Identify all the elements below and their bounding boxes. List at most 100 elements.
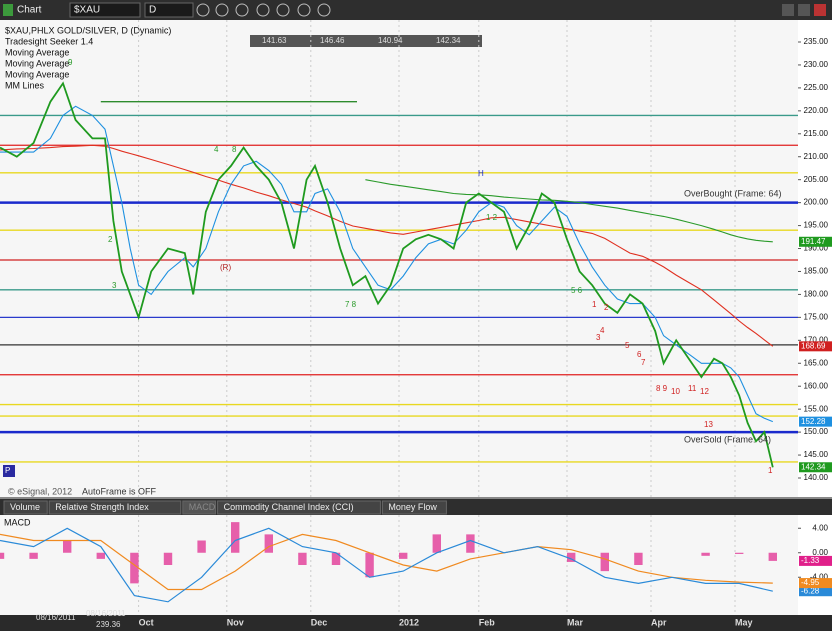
tab-label[interactable]: Volume bbox=[10, 502, 40, 512]
legend-entry: Moving Average bbox=[5, 58, 69, 68]
y-tick-label: 220.00 bbox=[804, 106, 829, 115]
y-tick-label: 175.00 bbox=[804, 312, 829, 321]
value-badge-label: -4.95 bbox=[801, 578, 820, 587]
value-badge bbox=[799, 555, 832, 566]
annotation: 1 bbox=[768, 466, 773, 475]
tab-label[interactable]: Commodity Channel Index (CCI) bbox=[224, 502, 354, 512]
y-tick-label: 210.00 bbox=[804, 152, 829, 161]
histogram-bar bbox=[768, 552, 777, 561]
value-badge bbox=[799, 341, 832, 352]
y-tick-label: 0.00 bbox=[812, 548, 828, 557]
annotation: 8 bbox=[232, 145, 237, 154]
refresh-button[interactable] bbox=[196, 3, 210, 17]
annotation: 2 bbox=[604, 303, 609, 312]
annotation: 7 8 bbox=[345, 300, 357, 309]
p-marker bbox=[3, 465, 15, 477]
y-tick-label: 200.00 bbox=[804, 198, 829, 207]
moving-average bbox=[0, 144, 774, 347]
y-tick-label: 230.00 bbox=[804, 60, 829, 69]
y-tick-label: 195.00 bbox=[804, 221, 829, 230]
tool-button[interactable] bbox=[317, 3, 331, 17]
y-tick-label: 4.00 bbox=[812, 523, 828, 532]
ohlc-value: 140.94 bbox=[378, 36, 403, 45]
maximize-button[interactable] bbox=[798, 4, 810, 16]
histogram-bar bbox=[365, 552, 374, 578]
histogram-bar bbox=[701, 552, 710, 556]
annotation: 7 bbox=[641, 358, 646, 367]
legend-entry: Moving Average bbox=[5, 47, 69, 57]
tab[interactable] bbox=[182, 500, 217, 515]
annotation: 1 2 bbox=[486, 213, 498, 222]
annotation: OverSold (Frame: 64) bbox=[684, 434, 771, 444]
legend-entry: MM Lines bbox=[5, 80, 45, 90]
annotation: H bbox=[478, 169, 484, 178]
histogram-bar bbox=[331, 552, 341, 565]
annotation: AutoFrame is OFF bbox=[82, 486, 157, 496]
tab-label[interactable]: Relative Strength Index bbox=[55, 502, 149, 512]
annotation: 2 bbox=[108, 235, 113, 244]
y-tick-label: 185.00 bbox=[804, 267, 829, 276]
price-line bbox=[0, 81, 774, 468]
annotation: 3 bbox=[112, 281, 117, 290]
annotation: 6 bbox=[637, 350, 642, 359]
annotation: 4 bbox=[214, 145, 219, 154]
histogram-bar bbox=[63, 540, 72, 553]
tab[interactable] bbox=[48, 500, 182, 515]
annotation: 5 bbox=[625, 341, 630, 350]
y-tick-label: 145.00 bbox=[804, 450, 829, 459]
value-badge-label: 142.34 bbox=[801, 462, 826, 471]
histogram-bar bbox=[432, 534, 441, 553]
tool-button[interactable] bbox=[297, 3, 311, 17]
interval-box[interactable] bbox=[144, 2, 194, 18]
tab[interactable] bbox=[217, 500, 381, 515]
y-tick-label: 165.00 bbox=[804, 358, 829, 367]
value-badge-label: -1.33 bbox=[801, 556, 820, 565]
moving-average bbox=[0, 105, 774, 423]
symbol-box[interactable] bbox=[69, 2, 141, 18]
x-tick-label: Apr bbox=[651, 617, 667, 627]
value-badge bbox=[799, 462, 832, 473]
minimize-button[interactable] bbox=[782, 4, 794, 16]
annotation: 12 bbox=[700, 387, 709, 396]
tool-button[interactable] bbox=[276, 3, 290, 17]
value-badge bbox=[799, 416, 832, 427]
tab-label[interactable]: MACD bbox=[189, 502, 216, 512]
interval[interactable]: D bbox=[149, 5, 156, 16]
tab-label[interactable]: Money Flow bbox=[388, 502, 437, 512]
tool-button[interactable] bbox=[235, 3, 249, 17]
histogram-bar bbox=[96, 552, 105, 559]
histogram-bar bbox=[197, 540, 206, 553]
annotation: P bbox=[5, 466, 10, 475]
date-axis bbox=[0, 615, 832, 631]
histogram-bar bbox=[735, 552, 744, 554]
annotation: 13 bbox=[704, 420, 713, 429]
y-tick-label: 160.00 bbox=[804, 381, 829, 390]
histogram-bar bbox=[0, 552, 5, 559]
tab[interactable] bbox=[381, 500, 447, 515]
tab[interactable] bbox=[3, 500, 48, 515]
x-tick-label: Oct bbox=[139, 617, 154, 627]
x-tick-label: Dec bbox=[311, 617, 328, 627]
value-badge bbox=[799, 236, 832, 247]
macd-title: MACD bbox=[4, 517, 31, 527]
y-tick-label: 215.00 bbox=[804, 129, 829, 138]
ohlc-value: 141.63 bbox=[262, 36, 287, 45]
close-button[interactable] bbox=[814, 4, 826, 16]
histogram-bar bbox=[567, 552, 576, 562]
symbol[interactable]: $XAU bbox=[74, 5, 100, 16]
pane-separator bbox=[0, 497, 832, 499]
y-tick-label: -4.00 bbox=[810, 572, 829, 581]
draw-button[interactable] bbox=[215, 3, 229, 17]
value-badge bbox=[799, 586, 832, 597]
y-tick-label: 235.00 bbox=[804, 37, 829, 46]
tool-button[interactable] bbox=[256, 3, 270, 17]
histogram-bar bbox=[298, 552, 307, 565]
annotation: 3 bbox=[596, 333, 601, 342]
x-tick-label: Mar bbox=[567, 617, 584, 627]
annotation: OverBought (Frame: 64) bbox=[684, 188, 782, 198]
annotation: 11 bbox=[688, 384, 697, 393]
toolbar bbox=[0, 0, 832, 20]
annotation: 8 9 bbox=[656, 384, 668, 393]
annotation: 4 bbox=[600, 326, 605, 335]
